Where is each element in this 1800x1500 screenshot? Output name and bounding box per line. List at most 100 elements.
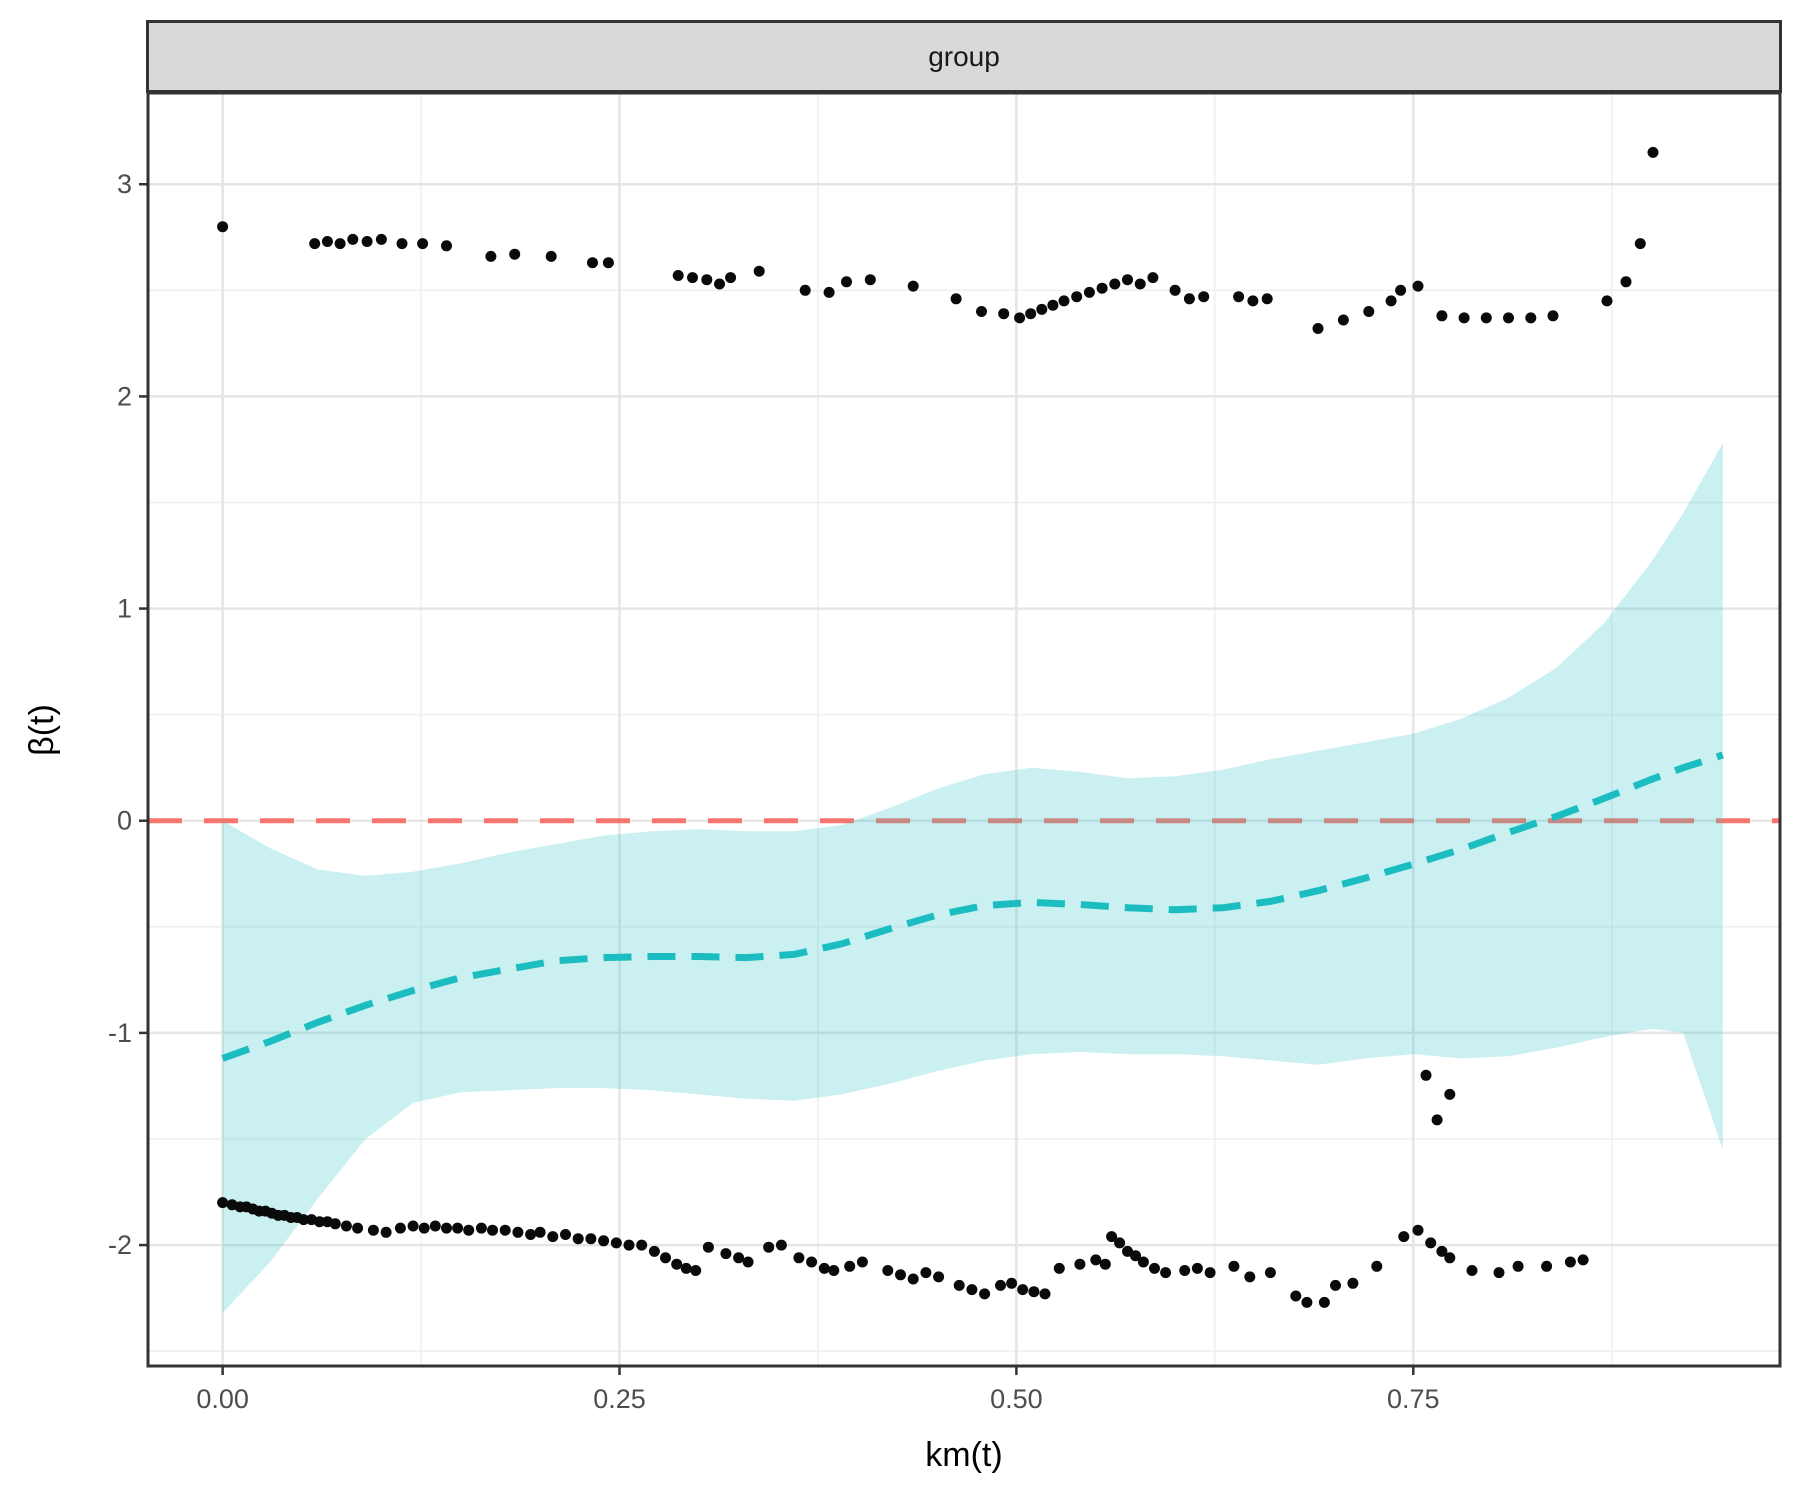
confidence-band [222,443,1723,1314]
data-point [1114,1237,1126,1249]
panel-border [146,91,1782,1368]
data-point [1017,1284,1029,1296]
x-axis-title: km(t) [925,1436,1003,1474]
data-point [995,1279,1006,1291]
data-point [1149,1262,1160,1274]
data-point [585,1233,597,1245]
data-point [1493,1267,1505,1279]
data-point [799,284,811,296]
data-point [1337,314,1349,326]
data-point [775,1239,787,1251]
data-point [856,1256,868,1268]
data-point [309,238,321,250]
data-point [1058,295,1070,307]
x-tick-label: 0.25 [593,1384,646,1414]
data-point [1312,323,1324,334]
data-point [864,274,876,286]
data-point [1053,1262,1065,1274]
data-point [742,1256,754,1268]
data-point [487,1224,498,1236]
data-point [680,1262,692,1274]
data-point [217,221,229,233]
data-point [298,1214,310,1226]
data-point [1398,1231,1410,1243]
data-point [1264,1267,1276,1279]
data-point [1436,310,1448,322]
data-point [602,257,614,269]
data-point [806,1256,818,1268]
data-point [933,1271,945,1283]
data-point [1371,1260,1383,1272]
data-point [441,1222,452,1234]
data-point [1244,1271,1256,1283]
data-point [753,265,765,277]
data-point [1503,312,1514,324]
data-point [623,1239,635,1251]
data-point [352,1222,364,1234]
data-point [793,1252,805,1264]
y-tick-label: 1 [117,594,132,624]
data-point [1436,1245,1448,1257]
data-point [1047,299,1059,311]
y-tick-label: -1 [108,1018,132,1048]
data-point [1025,308,1037,320]
data-point [1525,312,1537,324]
data-point [610,1237,622,1249]
data-point [1169,284,1181,296]
data-point [1083,286,1095,298]
data-point [545,250,557,262]
data-point [1228,1260,1240,1272]
data-point [1480,312,1492,324]
data-point [702,1241,714,1253]
data-point [828,1265,840,1276]
data-point [671,1258,683,1270]
data-point [1347,1277,1359,1289]
data-point [1444,1252,1456,1264]
y-tick-label: 2 [117,381,132,411]
data-point [1134,278,1146,290]
y-axis-title: β(t) [23,704,61,756]
data-point [1137,1256,1149,1268]
x-tick-label: 0.50 [990,1384,1043,1414]
data-point [1109,278,1121,290]
data-point [844,1260,856,1272]
data-point [1458,312,1470,324]
data-point [329,1218,341,1230]
data-point [1290,1290,1302,1302]
data-point [547,1231,559,1243]
data-point [672,270,684,281]
data-point [648,1245,660,1257]
data-point [396,238,408,250]
data-point [1431,1114,1443,1126]
y-tick-label: 3 [117,169,132,199]
data-point [340,1220,352,1232]
data-point [1385,295,1397,307]
data-point [1412,1224,1424,1236]
smooth-line [221,751,1724,1062]
data-point [907,1273,919,1285]
data-point [1412,280,1424,292]
data-point [1547,310,1559,322]
data-point [1577,1254,1589,1266]
data-point [1444,1088,1456,1100]
data-point [950,293,962,305]
data-point [1204,1267,1216,1279]
data-point [660,1252,671,1264]
data-point [1006,1277,1018,1289]
data-point [1512,1260,1524,1272]
data-point [1564,1256,1576,1268]
data-point [1601,295,1613,307]
data-point [1122,274,1133,286]
data-point [1261,293,1273,305]
data-point [763,1241,775,1253]
data-point [534,1226,546,1238]
data-point [485,250,497,262]
data-point [361,236,373,247]
data-point [1233,291,1245,303]
data-point [636,1239,648,1251]
data-point [1039,1288,1051,1300]
data-point [375,233,387,245]
data-point [334,238,346,250]
